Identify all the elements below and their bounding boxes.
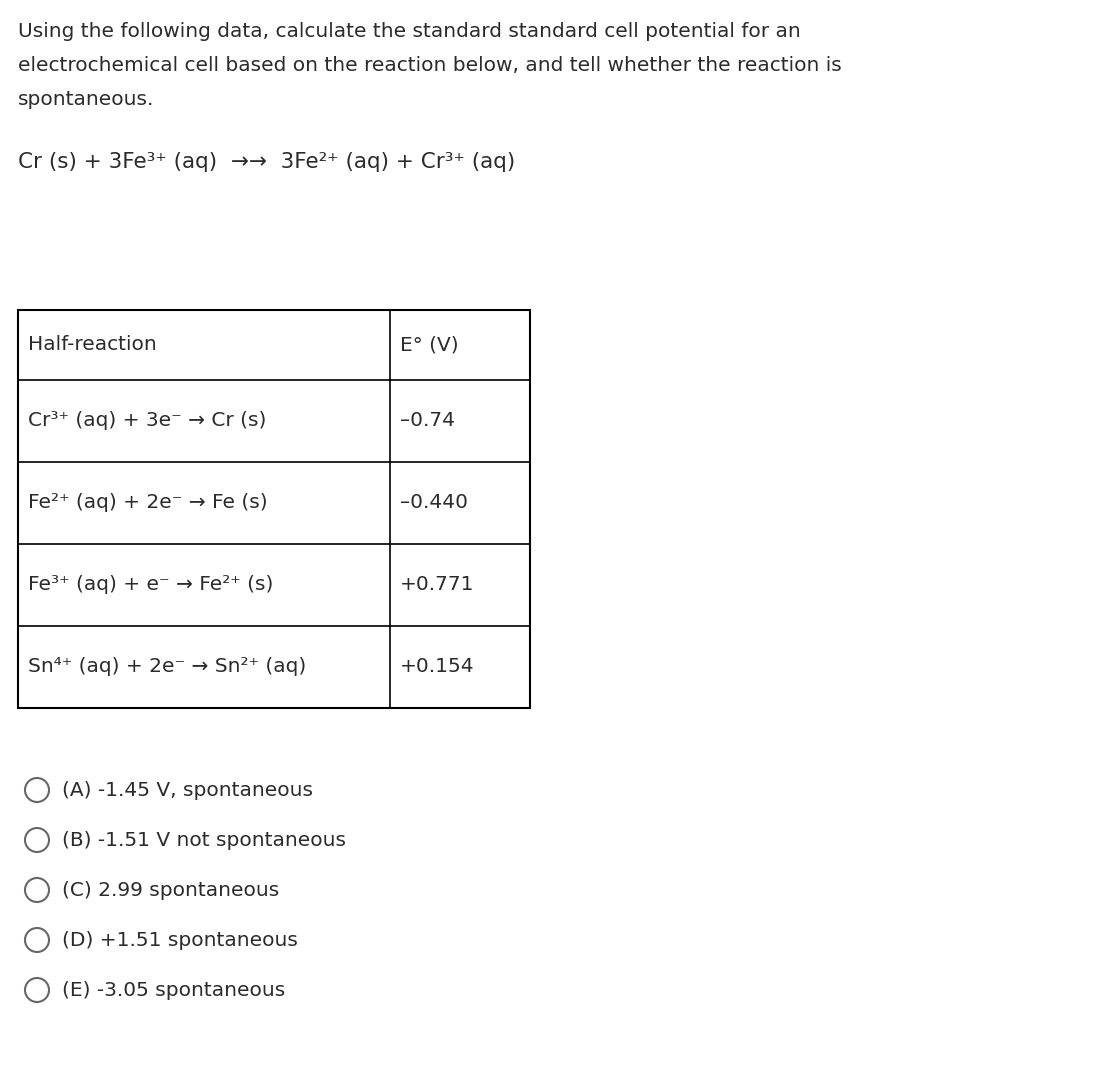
Text: Fe³⁺ (aq) + e⁻ → Fe²⁺ (s): Fe³⁺ (aq) + e⁻ → Fe²⁺ (s) bbox=[28, 576, 273, 594]
Text: Using the following data, calculate the standard standard cell potential for an: Using the following data, calculate the … bbox=[18, 22, 801, 41]
Text: –0.440: –0.440 bbox=[400, 493, 468, 513]
Text: +0.154: +0.154 bbox=[400, 657, 475, 677]
Text: E° (V): E° (V) bbox=[400, 336, 458, 354]
Text: Half-reaction: Half-reaction bbox=[28, 336, 157, 354]
Text: Fe²⁺ (aq) + 2e⁻ → Fe (s): Fe²⁺ (aq) + 2e⁻ → Fe (s) bbox=[28, 493, 267, 513]
Text: –0.74: –0.74 bbox=[400, 412, 455, 430]
Text: Sn⁴⁺ (aq) + 2e⁻ → Sn²⁺ (aq): Sn⁴⁺ (aq) + 2e⁻ → Sn²⁺ (aq) bbox=[28, 657, 306, 677]
Text: electrochemical cell based on the reaction below, and tell whether the reaction : electrochemical cell based on the reacti… bbox=[18, 56, 842, 75]
Text: (A) -1.45 V, spontaneous: (A) -1.45 V, spontaneous bbox=[62, 781, 313, 799]
Text: Cr (s) + 3Fe³⁺ (aq)  →→  3Fe²⁺ (aq) + Cr³⁺ (aq): Cr (s) + 3Fe³⁺ (aq) →→ 3Fe²⁺ (aq) + Cr³⁺… bbox=[18, 152, 515, 172]
Text: +0.771: +0.771 bbox=[400, 576, 475, 594]
Bar bbox=[18, 310, 530, 708]
Text: (D) +1.51 spontaneous: (D) +1.51 spontaneous bbox=[62, 931, 298, 949]
Text: spontaneous.: spontaneous. bbox=[18, 90, 155, 109]
Text: (E) -3.05 spontaneous: (E) -3.05 spontaneous bbox=[62, 981, 285, 999]
Text: Cr³⁺ (aq) + 3e⁻ → Cr (s): Cr³⁺ (aq) + 3e⁻ → Cr (s) bbox=[28, 412, 266, 430]
Text: (C) 2.99 spontaneous: (C) 2.99 spontaneous bbox=[62, 881, 279, 899]
Text: (B) -1.51 V not spontaneous: (B) -1.51 V not spontaneous bbox=[62, 831, 346, 849]
